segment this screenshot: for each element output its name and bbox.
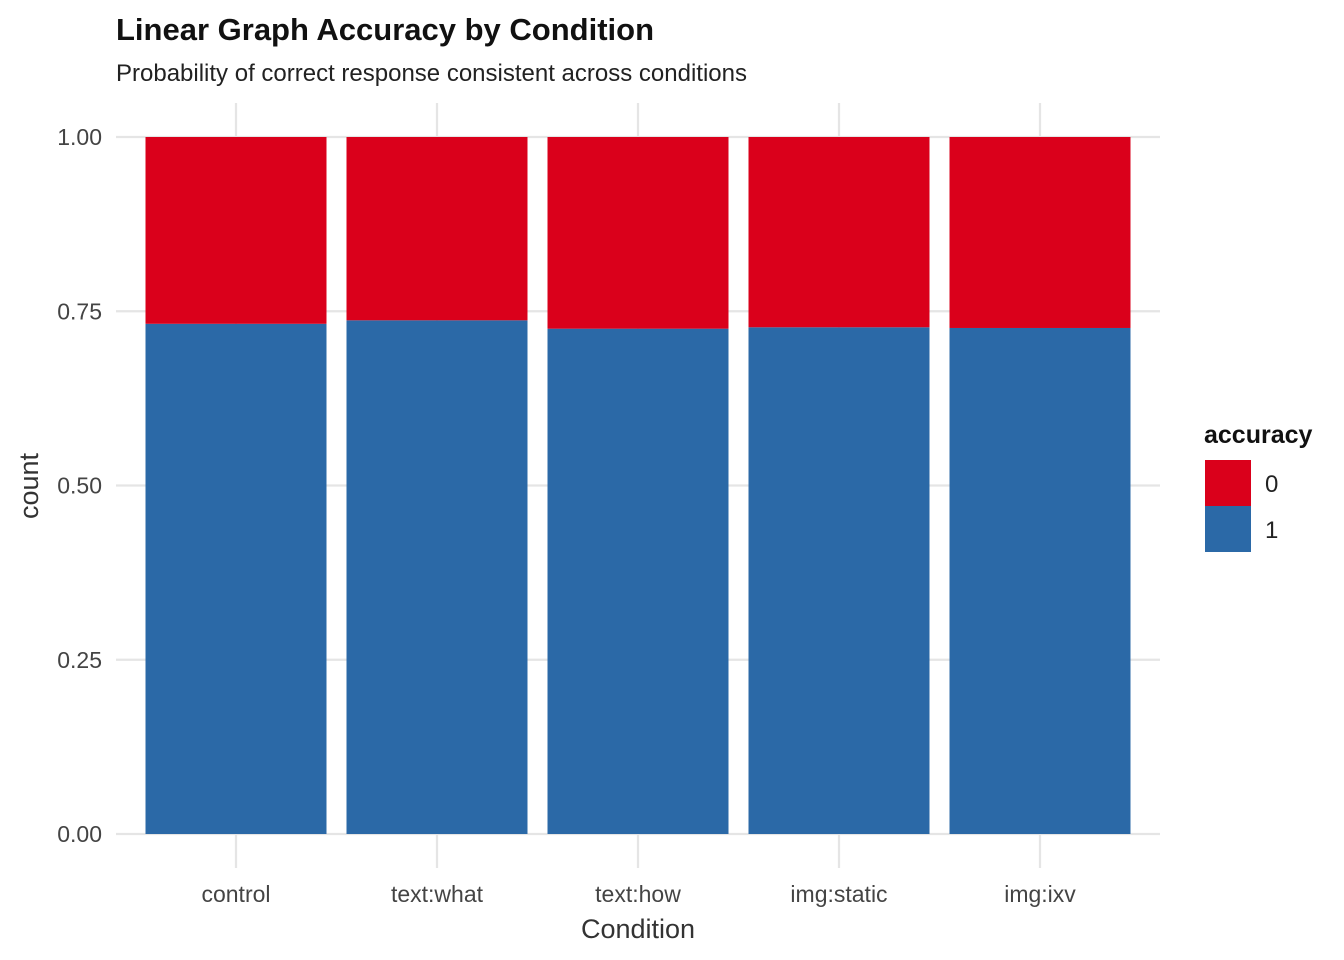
bar-text-what-accuracy-0 [346,137,528,321]
x-axis-ticks: control text:what text:how img:static img:ix… [201,881,1076,907]
x-axis-title: Condition [581,914,695,944]
legend: accuracy 01 [1204,421,1313,552]
y-tick-label: 0.50 [57,473,102,499]
bar-img-static-accuracy-0 [748,137,930,328]
legend-key-0 [1205,460,1251,506]
legend-label-0: 0 [1265,471,1278,498]
x-tick-label: img:static [790,881,887,907]
bar-control-accuracy-1 [145,323,327,834]
legend-key-1 [1205,506,1251,552]
chart-subtitle: Probability of correct response consiste… [116,60,747,87]
x-tick-label: text:how [595,881,681,907]
bar-text-what-accuracy-1 [346,320,528,834]
chart-title: Linear Graph Accuracy by Condition [116,12,654,47]
bar-control-accuracy-0 [145,137,327,324]
legend-title: accuracy [1204,421,1313,449]
y-tick-label: 0.25 [57,647,102,673]
legend-label-1: 1 [1265,517,1278,544]
bars [145,137,1131,834]
x-tick-label: control [201,881,270,907]
y-axis-ticks: 0.00 0.25 0.50 0.75 1.00 [57,124,102,847]
legend-entries: 01 [1205,460,1278,552]
y-axis-title: count [14,452,44,519]
y-tick-label: 1.00 [57,124,102,150]
x-tick-label: img:ixv [1004,881,1076,907]
x-tick-label: text:what [391,881,484,907]
y-tick-label: 0.75 [57,298,102,324]
y-tick-label: 0.00 [57,821,102,847]
bar-img-ixv-accuracy-0 [949,137,1131,328]
bar-img-static-accuracy-1 [748,327,930,834]
bar-text-how-accuracy-1 [547,328,729,834]
bar-img-ixv-accuracy-1 [949,327,1131,834]
bar-text-how-accuracy-0 [547,137,729,329]
